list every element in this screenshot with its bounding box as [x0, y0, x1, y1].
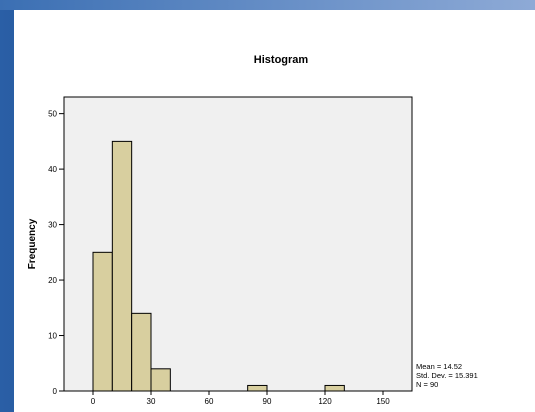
y-tick-label: 40	[48, 165, 57, 174]
bars-group	[92, 140, 412, 392]
x-tick-label: 150	[376, 397, 390, 406]
stat-std-dev: Std. Dev. = 15.391	[416, 371, 478, 380]
histogram-bar	[92, 251, 113, 392]
y-tick-label: 0	[53, 387, 58, 396]
histogram-bar	[150, 368, 171, 392]
y-tick-label: 50	[48, 110, 57, 119]
stat-n: N = 90	[416, 380, 438, 389]
x-tick-label: 90	[263, 397, 272, 406]
y-axis-label: Frequency	[27, 218, 38, 269]
histogram-bar	[111, 140, 133, 392]
chart-title: Histogram	[254, 54, 309, 66]
y-axis-ticks: 0 10 20 30 40 50	[48, 110, 64, 396]
stat-mean: Mean = 14.52	[416, 362, 462, 371]
y-tick-label: 10	[48, 332, 57, 341]
histogram-bar	[131, 312, 152, 392]
histogram-bar	[247, 384, 268, 392]
histogram-bar	[324, 384, 345, 392]
x-tick-label: 120	[318, 397, 332, 406]
title-band	[0, 0, 535, 10]
x-tick-label: 60	[205, 397, 214, 406]
x-axis-ticks: 0 30 60 90 120 150	[91, 391, 390, 406]
y-tick-label: 20	[48, 276, 57, 285]
x-tick-label: 0	[91, 397, 96, 406]
x-tick-label: 30	[147, 397, 156, 406]
y-tick-label: 30	[48, 221, 57, 230]
